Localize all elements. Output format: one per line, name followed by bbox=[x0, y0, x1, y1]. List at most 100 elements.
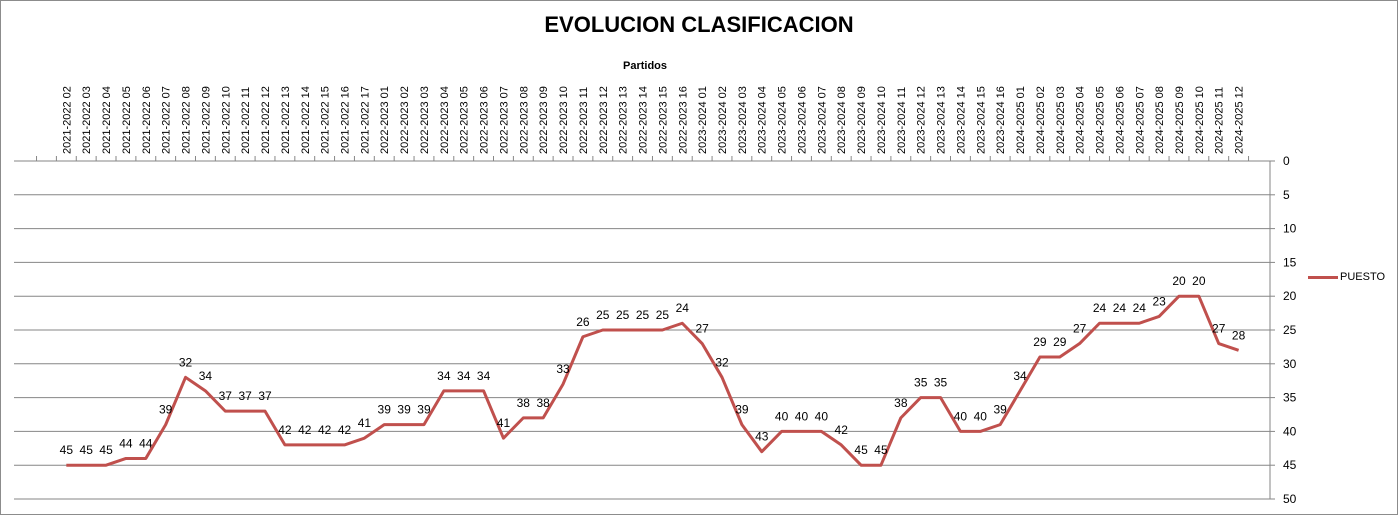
data-label: 24 bbox=[1133, 301, 1147, 315]
x-tick-label: 2022-2023 03 bbox=[419, 86, 431, 154]
x-tick-label: 2021-2022 05 bbox=[121, 86, 133, 154]
y-tick-label: 20 bbox=[1283, 289, 1297, 303]
gridlines bbox=[14, 194, 1270, 500]
data-label: 27 bbox=[1073, 322, 1087, 336]
x-tick-label: 2023-2024 11 bbox=[896, 87, 908, 154]
data-label: 24 bbox=[1113, 301, 1127, 315]
x-tick-label: 2022-2023 08 bbox=[518, 86, 530, 154]
x-axis-title: Partidos bbox=[622, 60, 667, 72]
data-label: 45 bbox=[874, 443, 888, 457]
x-tick-label: 2024-2025 08 bbox=[1154, 86, 1166, 154]
legend-swatch bbox=[1308, 275, 1338, 279]
data-label: 35 bbox=[914, 376, 928, 390]
data-label: 39 bbox=[417, 403, 431, 417]
x-tick-label: 2024-2025 09 bbox=[1174, 86, 1186, 154]
x-tick-label: 2021-2022 16 bbox=[339, 86, 351, 154]
data-label: 20 bbox=[1192, 274, 1206, 288]
data-label: 37 bbox=[219, 389, 233, 403]
x-tick-label: 2022-2023 02 bbox=[399, 86, 411, 154]
data-label: 25 bbox=[656, 308, 670, 322]
x-tick-label: 2021-2022 15 bbox=[320, 86, 332, 154]
data-label: 45 bbox=[854, 443, 868, 457]
data-label: 35 bbox=[934, 376, 948, 390]
data-label: 40 bbox=[815, 409, 829, 423]
data-label: 20 bbox=[1172, 274, 1186, 288]
data-label: 39 bbox=[993, 403, 1007, 417]
x-tick-label: 2021-2022 02 bbox=[61, 86, 73, 154]
x-tick-label: 2023-2024 05 bbox=[777, 86, 789, 154]
data-label: 27 bbox=[1212, 322, 1226, 336]
data-label: 27 bbox=[695, 322, 709, 336]
x-tick-label: 2024-2025 10 bbox=[1194, 86, 1206, 154]
y-tick-label: 45 bbox=[1283, 458, 1297, 472]
x-tick-label: 2024-2025 03 bbox=[1055, 86, 1067, 154]
data-label: 33 bbox=[556, 362, 570, 376]
data-label: 32 bbox=[715, 355, 729, 369]
y-tick-label: 35 bbox=[1283, 391, 1297, 405]
x-tick-label: 2021-2022 04 bbox=[101, 86, 113, 154]
data-label: 42 bbox=[318, 423, 332, 437]
x-tick-label: 2021-2022 06 bbox=[141, 86, 153, 154]
data-label: 40 bbox=[775, 409, 789, 423]
data-label: 28 bbox=[1232, 328, 1246, 342]
x-tick-label: 2023-2024 06 bbox=[796, 86, 808, 154]
x-tick-label: 2024-2025 01 bbox=[1015, 86, 1027, 154]
data-label: 38 bbox=[517, 396, 531, 410]
data-label: 39 bbox=[735, 403, 749, 417]
data-label: 39 bbox=[159, 403, 173, 417]
data-label: 29 bbox=[1053, 335, 1067, 349]
x-tick-label: 2022-2023 07 bbox=[498, 86, 510, 154]
data-label: 25 bbox=[636, 308, 650, 322]
data-label: 40 bbox=[954, 409, 968, 423]
y-tick-label: 15 bbox=[1283, 255, 1297, 269]
data-label: 34 bbox=[477, 369, 491, 383]
data-label: 40 bbox=[974, 409, 988, 423]
x-tick-label: 2023-2024 08 bbox=[836, 86, 848, 154]
data-label: 23 bbox=[1152, 294, 1166, 308]
x-tick-label: 2022-2023 16 bbox=[677, 86, 689, 154]
x-tick-label: 2023-2024 14 bbox=[955, 86, 967, 154]
x-tick-label: 2024-2025 07 bbox=[1134, 86, 1146, 154]
data-label: 34 bbox=[457, 369, 471, 383]
x-tick-label: 2023-2024 16 bbox=[995, 86, 1007, 154]
x-tick-label: 2024-2025 06 bbox=[1114, 86, 1126, 154]
data-labels: 45 45 45 44 44 39 32 34 37 37 37 42 42 42 42 41 39 39 39 34… bbox=[60, 274, 1246, 457]
x-tick-label: 2022-2023 01 bbox=[379, 86, 391, 154]
data-label: 38 bbox=[894, 396, 908, 410]
x-tick-label: 2023-2024 12 bbox=[916, 86, 928, 154]
y-tick-label: 10 bbox=[1283, 222, 1297, 236]
data-label: 42 bbox=[278, 423, 292, 437]
data-label: 37 bbox=[238, 389, 252, 403]
data-label: 41 bbox=[497, 416, 511, 430]
x-tick-label: 2023-2024 04 bbox=[757, 86, 769, 154]
x-tick-label: 2022-2023 09 bbox=[538, 86, 550, 154]
series-line-puesto bbox=[66, 294, 1240, 467]
data-label: 37 bbox=[258, 389, 272, 403]
y-tick-label: 25 bbox=[1283, 323, 1297, 337]
x-tick-label: 2022-2023 13 bbox=[618, 86, 630, 154]
y-tick-label: 40 bbox=[1283, 424, 1297, 438]
x-tick-label: 2021-2022 14 bbox=[300, 86, 312, 154]
data-label: 41 bbox=[358, 416, 372, 430]
data-label: 34 bbox=[1013, 369, 1027, 383]
x-tick-label: 2023-2024 13 bbox=[936, 86, 948, 154]
series-lines bbox=[66, 294, 1240, 467]
data-label: 42 bbox=[338, 423, 352, 437]
data-label: 44 bbox=[139, 436, 153, 450]
data-label: 39 bbox=[378, 403, 392, 417]
data-label: 34 bbox=[199, 369, 213, 383]
y-tick-label: 5 bbox=[1283, 188, 1290, 202]
x-tick-label: 2021-2022 17 bbox=[359, 86, 371, 154]
y-tick-label: 50 bbox=[1283, 492, 1297, 506]
data-label: 43 bbox=[755, 430, 769, 444]
data-label: 24 bbox=[676, 301, 690, 315]
x-tick-label: 2021-2022 03 bbox=[81, 86, 93, 154]
data-label: 44 bbox=[119, 436, 133, 450]
x-tick-label: 2022-2023 06 bbox=[479, 86, 491, 154]
x-tick-label: 2022-2023 04 bbox=[439, 86, 451, 154]
data-label: 45 bbox=[60, 443, 74, 457]
x-tick-label: 2023-2024 07 bbox=[816, 86, 828, 154]
x-tick-label: 2021-2022 11 bbox=[240, 87, 252, 154]
x-tick-label: 2024-2025 02 bbox=[1035, 86, 1047, 154]
x-tick-label: 2021-2022 12 bbox=[260, 86, 272, 154]
